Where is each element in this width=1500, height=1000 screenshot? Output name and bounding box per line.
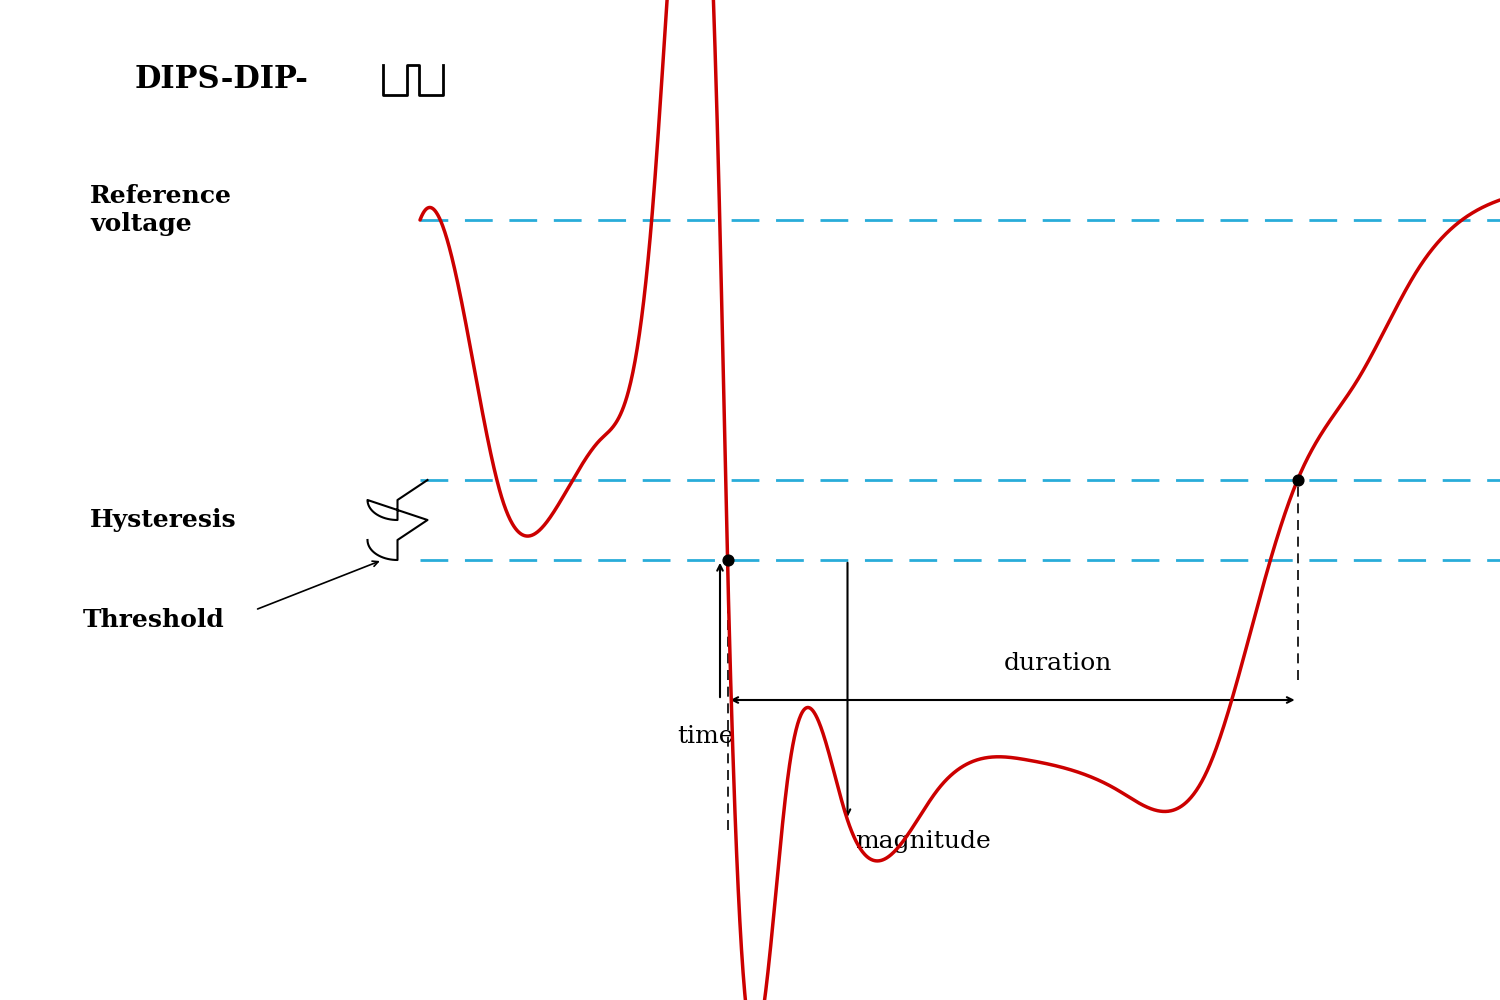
Text: Hysteresis: Hysteresis [90, 508, 237, 532]
Text: duration: duration [1004, 652, 1112, 675]
Point [716, 552, 740, 568]
Text: time: time [676, 725, 734, 748]
Text: DIPS-DIP-: DIPS-DIP- [135, 64, 309, 96]
Text: magnitude: magnitude [855, 830, 990, 853]
Text: Reference
voltage: Reference voltage [90, 184, 232, 236]
Point [1286, 472, 1310, 488]
Text: Threshold: Threshold [82, 608, 225, 632]
